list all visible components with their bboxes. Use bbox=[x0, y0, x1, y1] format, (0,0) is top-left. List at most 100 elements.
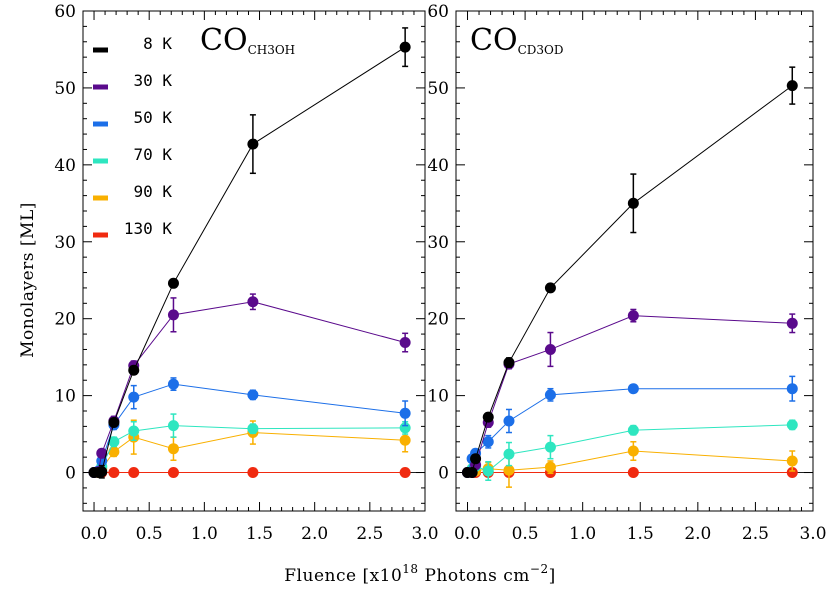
x-tick-label: 0.0 bbox=[454, 524, 481, 544]
series-90k bbox=[462, 441, 798, 488]
x-tick-label: 2.0 bbox=[301, 524, 328, 544]
data-point bbox=[482, 436, 494, 448]
panel-right: 0.0 0.5 1.0 1.5 2.0 2.5 3.0 0 10 20 30 40 50 60 COCD3O… bbox=[427, 2, 826, 544]
legend-label: 70 K bbox=[133, 145, 172, 164]
y-tick-label: 10 bbox=[54, 387, 76, 407]
x-tick-label: 3.0 bbox=[799, 524, 826, 544]
data-point bbox=[786, 317, 798, 329]
data-point bbox=[503, 448, 515, 460]
data-point bbox=[108, 446, 120, 458]
data-point bbox=[627, 467, 639, 479]
y-tick-label: 60 bbox=[427, 2, 449, 22]
data-point bbox=[544, 343, 556, 355]
data-point bbox=[96, 455, 108, 467]
data-point bbox=[247, 138, 259, 150]
data-point bbox=[399, 434, 411, 446]
series-8k bbox=[462, 66, 798, 479]
data-point bbox=[482, 465, 494, 477]
panel-title-main: CO bbox=[200, 23, 248, 58]
data-point bbox=[399, 337, 411, 349]
legend-label: 90 K bbox=[133, 182, 172, 201]
data-point bbox=[108, 436, 120, 448]
data-point bbox=[128, 391, 140, 403]
series-line bbox=[467, 85, 793, 474]
panel-title-main: CO bbox=[470, 23, 518, 58]
data-point bbox=[247, 423, 259, 435]
plot-frame bbox=[82, 10, 426, 512]
data-point bbox=[503, 464, 515, 476]
panel-title-subscript: CD3OD bbox=[518, 43, 564, 57]
series-line bbox=[94, 432, 406, 474]
x-tick-label: 2.5 bbox=[356, 524, 383, 544]
y-tick-label: 30 bbox=[54, 233, 76, 253]
data-point bbox=[786, 80, 798, 92]
series-130k bbox=[88, 467, 411, 479]
y-tick-label: 40 bbox=[427, 156, 449, 176]
data-point bbox=[167, 309, 179, 321]
data-point bbox=[128, 425, 140, 437]
data-point bbox=[786, 383, 798, 395]
data-point bbox=[503, 415, 515, 427]
data-point bbox=[167, 277, 179, 289]
x-tick-label: 1.0 bbox=[569, 524, 596, 544]
x-axis-title-unit: Photons cm bbox=[419, 566, 530, 586]
data-point bbox=[544, 389, 556, 401]
data-point bbox=[786, 419, 798, 431]
x-tick-label: 2.5 bbox=[742, 524, 769, 544]
legend-label: 50 K bbox=[133, 108, 172, 127]
x-tick-label: 1.5 bbox=[627, 524, 654, 544]
legend-label: 130 K bbox=[124, 219, 173, 238]
x-axis-title-exp: 18 bbox=[402, 562, 418, 576]
y-tick-label: 30 bbox=[427, 233, 449, 253]
y-axis-title: Monolayers [ML] bbox=[18, 202, 38, 358]
data-point bbox=[544, 461, 556, 473]
data-point bbox=[399, 467, 411, 479]
panel-title: COCD3OD bbox=[470, 23, 563, 58]
x-axis-title-end: ] bbox=[549, 566, 556, 586]
y-tick-label: 60 bbox=[54, 2, 76, 22]
data-point bbox=[482, 411, 494, 423]
x-tick-label: 1.0 bbox=[191, 524, 218, 544]
x-axis-title: Fluence [x1018 Photons cm−2] bbox=[284, 562, 555, 586]
legend-label: 30 K bbox=[133, 71, 172, 90]
data-point bbox=[96, 447, 108, 459]
x-tick-label: 0.5 bbox=[136, 524, 163, 544]
legend-label: 8 K bbox=[143, 34, 172, 53]
data-point bbox=[627, 383, 639, 395]
data-point bbox=[108, 467, 120, 479]
data-point bbox=[167, 467, 179, 479]
y-tick-label: 20 bbox=[427, 310, 449, 330]
data-point bbox=[786, 455, 798, 467]
data-point bbox=[627, 310, 639, 322]
data-point bbox=[167, 443, 179, 455]
data-point bbox=[470, 453, 482, 465]
data-point bbox=[247, 296, 259, 308]
x-tick-label: 2.0 bbox=[684, 524, 711, 544]
data-point bbox=[544, 441, 556, 453]
panel-title-subscript: CH3OH bbox=[248, 43, 296, 57]
data-point bbox=[503, 357, 515, 369]
series-30k bbox=[88, 293, 411, 479]
data-point bbox=[247, 389, 259, 401]
data-point bbox=[786, 467, 798, 479]
y-tick-label: 0 bbox=[65, 464, 76, 484]
data-point bbox=[466, 467, 478, 479]
data-point bbox=[544, 282, 556, 294]
x-tick-label: 3.0 bbox=[411, 524, 438, 544]
x-axis-title-main: Fluence [x10 bbox=[284, 566, 402, 586]
data-point bbox=[167, 420, 179, 432]
panel-left: 0.0 0.5 1.0 1.5 2.0 2.5 3.0 0 10 20 30 40 50 60 COCH3O… bbox=[54, 2, 438, 544]
y-tick-label: 50 bbox=[54, 79, 76, 99]
data-point bbox=[128, 364, 140, 376]
x-tick-label: 0.0 bbox=[81, 524, 108, 544]
y-tick-label: 10 bbox=[427, 387, 449, 407]
data-point bbox=[247, 467, 259, 479]
y-tick-label: 20 bbox=[54, 310, 76, 330]
x-axis-title-exp2: −2 bbox=[530, 562, 549, 576]
data-point bbox=[627, 445, 639, 457]
data-point bbox=[128, 467, 140, 479]
data-point bbox=[96, 466, 108, 478]
x-tick-label: 1.5 bbox=[246, 524, 273, 544]
y-tick-label: 0 bbox=[438, 464, 449, 484]
